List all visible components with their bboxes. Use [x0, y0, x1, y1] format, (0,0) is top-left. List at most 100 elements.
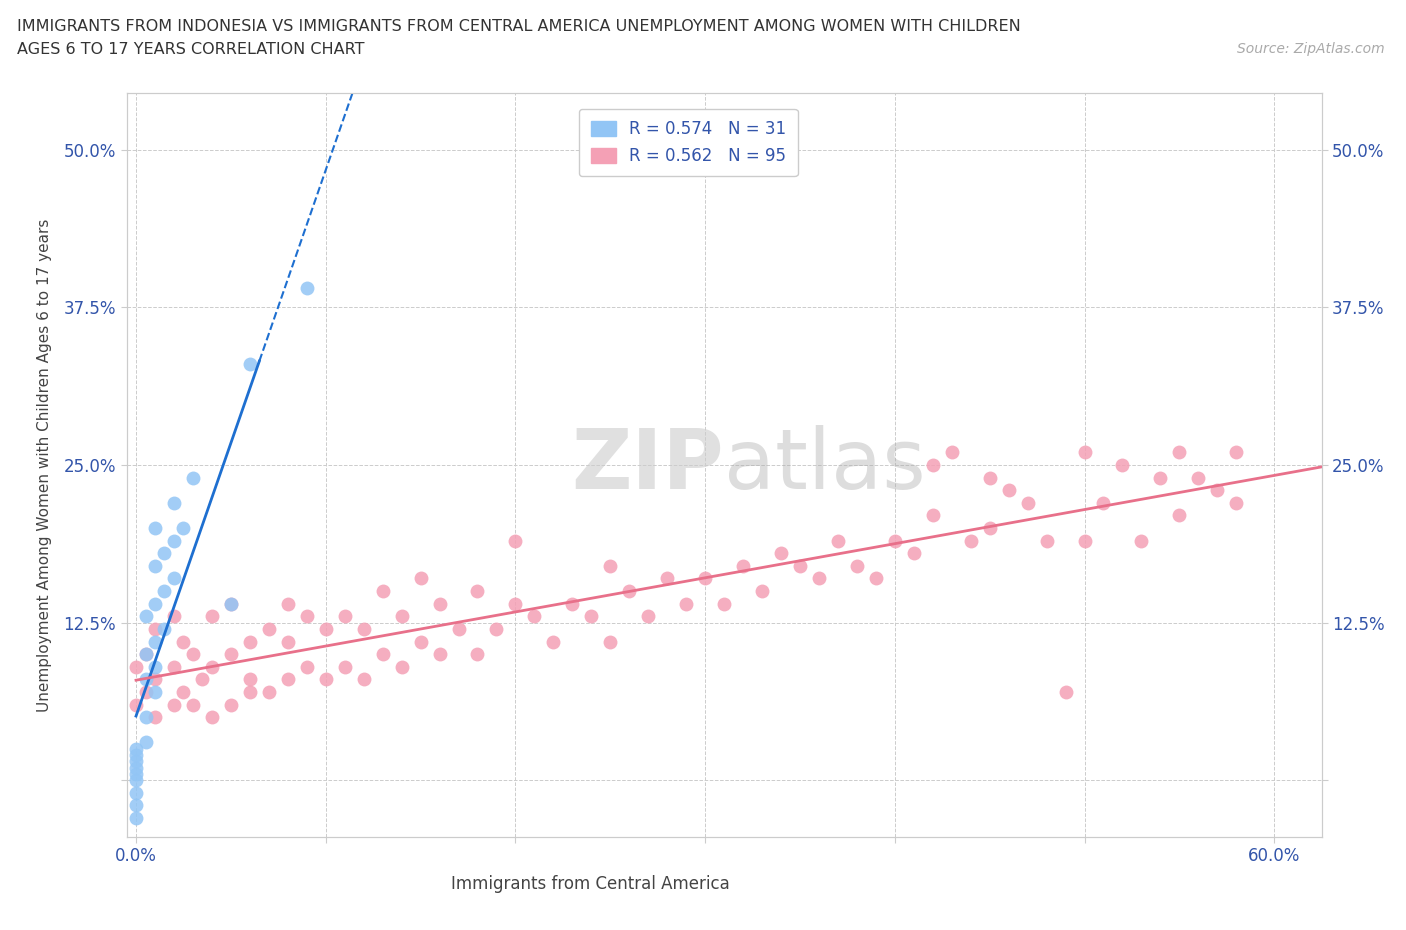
Text: Immigrants from Central America: Immigrants from Central America	[451, 875, 730, 893]
Point	[219, 698, 242, 712]
Point	[134, 684, 156, 699]
Point	[409, 571, 432, 586]
Legend: R = 0.574   N = 31, R = 0.562   N = 95: R = 0.574 N = 31, R = 0.562 N = 95	[579, 109, 797, 177]
Point	[181, 646, 204, 661]
Point	[619, 584, 641, 599]
Point	[125, 754, 148, 769]
Point	[1017, 496, 1039, 511]
Point	[239, 672, 262, 687]
Point	[277, 672, 299, 687]
Point	[543, 634, 565, 649]
Point	[675, 596, 697, 611]
Point	[163, 533, 186, 548]
Point	[333, 659, 356, 674]
Point	[333, 609, 356, 624]
Point	[713, 596, 735, 611]
Point	[172, 521, 194, 536]
Point	[1168, 508, 1191, 523]
Point	[883, 533, 905, 548]
Point	[219, 596, 242, 611]
Point	[447, 621, 470, 636]
Point	[277, 634, 299, 649]
Point	[134, 710, 156, 724]
Point	[125, 748, 148, 763]
Point	[371, 646, 394, 661]
Point	[201, 710, 224, 724]
Point	[903, 546, 925, 561]
Point	[134, 735, 156, 750]
Point	[134, 609, 156, 624]
Point	[143, 521, 166, 536]
Point	[163, 698, 186, 712]
Point	[143, 684, 166, 699]
Point	[505, 533, 527, 548]
Point	[731, 558, 754, 573]
Point	[163, 659, 186, 674]
Point	[807, 571, 830, 586]
Point	[125, 786, 148, 801]
Point	[143, 634, 166, 649]
Point	[125, 760, 148, 775]
Text: Source: ZipAtlas.com: Source: ZipAtlas.com	[1237, 42, 1385, 56]
Point	[1206, 483, 1229, 498]
Point	[219, 596, 242, 611]
Point	[257, 621, 280, 636]
Point	[353, 672, 375, 687]
Point	[695, 571, 717, 586]
Point	[295, 281, 318, 296]
Point	[523, 609, 546, 624]
Point	[172, 634, 194, 649]
Point	[219, 646, 242, 661]
Point	[979, 521, 1001, 536]
Point	[143, 596, 166, 611]
Point	[201, 659, 224, 674]
Point	[921, 458, 943, 472]
Point	[201, 609, 224, 624]
Point	[979, 471, 1001, 485]
Point	[959, 533, 981, 548]
Point	[409, 634, 432, 649]
Point	[581, 609, 603, 624]
Point	[153, 621, 176, 636]
Point	[134, 646, 156, 661]
Point	[1149, 471, 1171, 485]
Point	[125, 741, 148, 756]
Point	[1073, 533, 1095, 548]
Point	[191, 672, 214, 687]
Point	[429, 596, 451, 611]
Point	[125, 773, 148, 788]
Point	[429, 646, 451, 661]
Point	[181, 471, 204, 485]
Point	[1035, 533, 1057, 548]
Point	[1225, 496, 1247, 511]
Point	[845, 558, 868, 573]
Point	[1111, 458, 1133, 472]
Point	[143, 621, 166, 636]
Point	[153, 546, 176, 561]
Point	[239, 684, 262, 699]
Point	[751, 584, 773, 599]
Point	[657, 571, 679, 586]
Point	[941, 445, 963, 459]
Point	[637, 609, 659, 624]
Point	[789, 558, 811, 573]
Point	[1130, 533, 1153, 548]
Point	[143, 659, 166, 674]
Text: ZIP: ZIP	[572, 424, 724, 506]
Point	[239, 357, 262, 372]
Point	[125, 798, 148, 813]
Point	[827, 533, 849, 548]
Point	[769, 546, 792, 561]
Point	[125, 811, 148, 826]
Point	[921, 508, 943, 523]
Point	[505, 596, 527, 611]
Point	[599, 634, 621, 649]
Point	[257, 684, 280, 699]
Point	[865, 571, 887, 586]
Point	[1168, 445, 1191, 459]
Point	[172, 684, 194, 699]
Point	[277, 596, 299, 611]
Point	[1073, 445, 1095, 459]
Point	[239, 634, 262, 649]
Text: AGES 6 TO 17 YEARS CORRELATION CHART: AGES 6 TO 17 YEARS CORRELATION CHART	[17, 42, 364, 57]
